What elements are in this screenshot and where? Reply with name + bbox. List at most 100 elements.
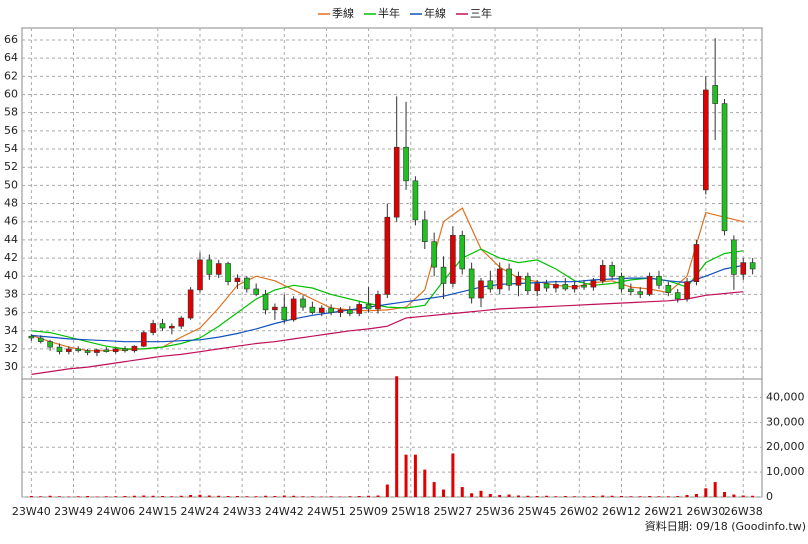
volume-bar [161, 496, 164, 497]
candle-body [282, 307, 287, 320]
candle-body [591, 281, 596, 287]
candle-body [235, 278, 240, 282]
candle-body [226, 264, 231, 282]
candle-body [460, 235, 465, 269]
candle-body [628, 289, 633, 292]
volume-bar [611, 496, 614, 497]
volume-bar [508, 495, 511, 497]
candle-body [66, 349, 71, 352]
volume-bar [189, 495, 192, 497]
y2-tick-label: 30,000 [766, 415, 805, 428]
candle-body [432, 242, 437, 267]
candle-body [48, 342, 53, 347]
candle-body [263, 294, 268, 309]
volume-bar [217, 496, 220, 497]
volume-bar [686, 495, 689, 497]
candle-body [347, 310, 352, 314]
volume-bar [49, 496, 52, 497]
volume-bar [657, 496, 660, 497]
candle-body [731, 240, 736, 275]
y-tick-label: 30 [4, 360, 18, 373]
volume-bar [77, 496, 80, 497]
candle-body [85, 351, 90, 353]
candle-body [319, 308, 324, 313]
legend-label: 季線 [332, 6, 354, 20]
volume-bar [470, 493, 473, 497]
x-tick-label: 26W38 [724, 505, 763, 518]
volume-bar [723, 492, 726, 497]
candle-body [450, 235, 455, 283]
volume-bar [526, 496, 529, 497]
candle-body [722, 104, 727, 231]
candle-body [291, 299, 296, 320]
volume-bar [573, 496, 576, 497]
y-tick-label: 38 [4, 287, 18, 300]
y-tick-label: 50 [4, 178, 18, 191]
volume-bar [133, 496, 136, 497]
x-tick-label: 23W49 [54, 505, 93, 518]
candle-body [366, 304, 371, 309]
x-tick-label: 25W36 [476, 505, 515, 518]
volume-bar [264, 496, 267, 497]
volume-bar [629, 496, 632, 497]
volume-bar [564, 496, 567, 497]
volume-bar [714, 482, 717, 497]
volume-bar [58, 496, 61, 497]
candle-body [244, 278, 249, 289]
volume-bar [395, 376, 398, 497]
volume-bar [545, 496, 548, 497]
candle-body [507, 269, 512, 285]
volume-bar [180, 496, 183, 497]
candle-body [404, 147, 409, 181]
y-tick-label: 52 [4, 160, 18, 173]
volume-bar [751, 496, 754, 497]
candle-body [338, 310, 343, 313]
x-tick-label: 25W45 [518, 505, 557, 518]
candle-body [104, 350, 109, 352]
candle-body [525, 276, 530, 291]
candle-body [179, 318, 184, 326]
candle-body [666, 285, 671, 292]
volume-bar [461, 487, 464, 497]
candle-body [57, 347, 62, 352]
y-tick-label: 56 [4, 124, 18, 137]
candle-body [582, 285, 587, 287]
volume-bar [667, 496, 670, 497]
volume-bar [648, 496, 651, 497]
x-tick-label: 24W42 [265, 505, 304, 518]
x-tick-label: 26W02 [560, 505, 599, 518]
candle-body [535, 284, 540, 291]
candle-body [272, 307, 277, 310]
x-tick-label: 24W15 [138, 505, 177, 518]
candle-body [123, 349, 128, 351]
candle-body [750, 263, 755, 269]
y-tick-label: 36 [4, 306, 18, 319]
x-tick-label: 25W27 [433, 505, 472, 518]
candle-body [422, 220, 427, 242]
y-tick-label: 48 [4, 197, 18, 210]
volume-bar [198, 495, 201, 497]
volume-bar [405, 455, 408, 497]
candle-body [497, 269, 502, 289]
y2-tick-label: 10,000 [766, 465, 805, 478]
x-tick-label: 23W40 [12, 505, 51, 518]
candle-body [197, 260, 202, 290]
y-tick-label: 34 [4, 324, 18, 337]
volume-bar [601, 496, 604, 497]
volume-bar [639, 496, 642, 497]
volume-bar [311, 496, 314, 497]
y2-tick-label: 40,000 [766, 390, 805, 403]
volume-bar [152, 496, 155, 497]
candle-body [469, 269, 474, 298]
y2-tick-label: 0 [766, 490, 773, 503]
candle-body [741, 263, 746, 275]
volume-bar [245, 496, 248, 497]
volume-bar [227, 496, 230, 497]
x-tick-label: 25W09 [349, 505, 388, 518]
volume-bar [489, 494, 492, 497]
x-tick-label: 24W06 [96, 505, 135, 518]
volume-bar [414, 455, 417, 497]
volume-bar [30, 496, 33, 497]
candle-body [563, 284, 568, 289]
y-tick-label: 58 [4, 106, 18, 119]
